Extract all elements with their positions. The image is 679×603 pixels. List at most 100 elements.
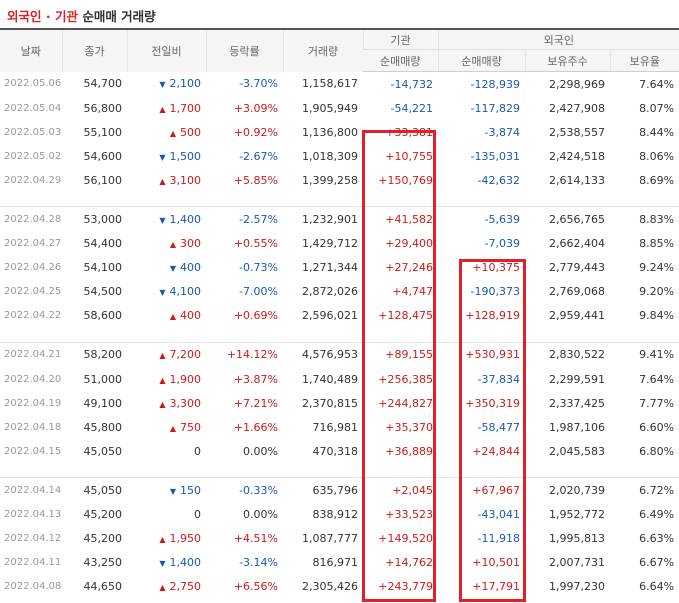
rate-cell: -7.00% [239,285,278,299]
rate-cell: -2.57% [239,213,278,227]
change-cell: ▼ 1,400 [127,207,206,232]
foreign-net-cell: -58,477 [477,420,520,434]
title-prefix: 외국인 · 기관 [7,9,78,24]
date-cell: 2022.04.29 [4,174,62,186]
volume-cell: 1,136,800 [302,125,358,139]
inst-net-cell: +128,475 [378,309,433,323]
foreign-net-cell: -117,829 [470,101,520,115]
volume-cell: 4,576,953 [302,348,358,362]
inst-net-cell: +10,755 [385,149,433,163]
inst-net-cell: +89,155 [385,348,433,362]
down-triangle-icon: ▼ [159,152,166,162]
date-cell: 2022.04.22 [4,310,62,322]
holdings-cell: 2,020,739 [549,483,605,497]
table-row: 2022.05.04 56,800 ▲ 1,700 +3.09% 1,905,949 -54… [0,96,679,120]
inst-net-cell: -54,221 [390,101,433,115]
rate-cell: +4.51% [233,532,278,546]
ratio-cell: 7.64% [639,372,675,386]
rate-cell: +14.12% [226,348,278,362]
date-cell: 2022.04.28 [4,214,62,226]
inst-net-cell: +33,523 [385,508,433,522]
group-divider [0,327,679,343]
ratio-cell: 6.60% [639,420,675,434]
change-value: 0 [194,508,201,522]
close-cell: 54,500 [83,285,123,299]
change-value: 1,900 [169,372,202,386]
down-triangle-icon: ▼ [159,216,166,226]
foreign-net-cell: +67,967 [472,483,520,497]
date-cell: 2022.05.06 [4,78,62,90]
foreign-net-cell: +10,501 [472,556,520,570]
change-cell: ▼ 400 [127,256,206,280]
header-institution: 기관 [362,29,438,50]
change-cell: ▲ 500 [127,120,206,144]
rate-cell: -3.14% [239,556,278,570]
up-triangle-icon: ▲ [169,128,176,138]
inst-net-cell: +244,827 [378,396,433,410]
date-cell: 2022.04.15 [4,445,62,457]
rate-cell: +1.66% [233,420,278,434]
holdings-cell: 2,337,425 [549,396,605,410]
close-cell: 53,000 [83,213,123,227]
holdings-cell: 2,769,068 [549,285,605,299]
holdings-cell: 2,298,969 [549,77,605,91]
close-cell: 54,100 [83,261,123,275]
change-cell: ▲ 2,750 [127,575,206,599]
down-triangle-icon: ▼ [159,559,166,569]
change-value: 1,950 [169,532,202,546]
ratio-cell: 9.84% [639,309,675,323]
change-cell: ▲ 1,900 [127,367,206,391]
close-cell: 56,100 [83,173,123,187]
table-row: 2022.04.26 54,100 ▼ 400 -0.73% 1,271,344 +27,2… [0,256,679,280]
volume-cell: 1,087,777 [302,532,358,546]
down-triangle-icon: ▼ [159,288,166,298]
foreign-net-cell: +530,931 [465,348,520,362]
holdings-cell: 2,007,731 [549,556,605,570]
date-cell: 2022.04.13 [4,509,62,521]
close-cell: 45,050 [83,483,123,497]
table-row: 2022.05.03 55,100 ▲ 500 +0.92% 1,136,800 +33,3… [0,120,679,144]
volume-cell: 1,158,617 [302,77,358,91]
volume-cell: 716,981 [312,420,359,434]
close-cell: 45,800 [83,420,123,434]
table-row: 2022.04.25 54,500 ▼ 4,100 -7.00% 2,872,026 +4,… [0,280,679,304]
rate-cell: -3.70% [239,77,278,91]
table-row: 2022.04.27 54,400 ▲ 300 +0.55% 1,429,712 +29,4… [0,232,679,256]
date-cell: 2022.04.21 [4,349,62,361]
inst-net-cell: +243,779 [378,580,433,594]
volume-cell: 1,905,949 [302,101,358,115]
close-cell: 54,600 [83,149,123,163]
rate-cell: +7.21% [233,396,278,410]
holdings-cell: 1,995,813 [549,532,605,546]
volume-cell: 470,318 [312,444,359,458]
trading-volume-table: 날짜 종가 전일비 등락률 거래량 기관 외국인 순매매량 순매매량 보유주수 … [0,28,679,599]
table-row: 2022.04.15 45,050 0 0.00% 470,318 +36,889 +24,… [0,439,679,463]
close-cell: 45,200 [83,532,123,546]
change-cell: ▼ 1,500 [127,144,206,168]
table-header: 날짜 종가 전일비 등락률 거래량 기관 외국인 순매매량 순매매량 보유주수 … [0,29,679,72]
header-foreign: 외국인 [437,29,679,50]
close-cell: 49,100 [83,396,123,410]
volume-cell: 838,912 [312,508,359,522]
change-cell: ▲ 300 [127,232,206,256]
rate-cell: 0.00% [243,444,278,458]
volume-cell: 1,271,344 [302,261,358,275]
down-triangle-icon: ▼ [169,264,176,274]
header-volume: 거래량 [282,29,363,72]
close-cell: 58,200 [83,348,123,362]
table-row: 2022.04.14 45,050 ▼ 150 -0.33% 635,796 +2,045 +… [0,478,679,503]
change-cell: ▲ 3,300 [127,391,206,415]
foreign-net-cell: -42,632 [477,173,520,187]
volume-cell: 2,596,021 [302,309,358,323]
change-value: 750 [180,420,201,434]
inst-net-cell: +29,400 [385,237,433,251]
ratio-cell: 8.83% [639,213,675,227]
change-cell: ▲ 7,200 [127,342,206,367]
holdings-cell: 1,987,106 [549,420,605,434]
holdings-cell: 2,830,522 [549,348,605,362]
holdings-cell: 2,656,765 [549,213,605,227]
volume-cell: 1,018,309 [302,149,358,163]
header-rate: 등락률 [205,29,283,72]
change-value: 1,400 [169,213,202,227]
ratio-cell: 6.64% [639,580,675,594]
